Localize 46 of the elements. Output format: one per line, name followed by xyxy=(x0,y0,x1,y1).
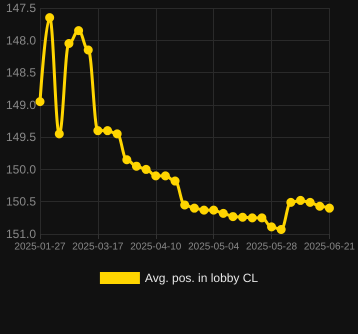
point xyxy=(84,45,93,54)
y-tick-label: 149.5 xyxy=(6,130,36,144)
point xyxy=(74,26,84,36)
point xyxy=(296,196,305,205)
point xyxy=(36,97,44,106)
x-tick-label: 2025-04-10 xyxy=(130,242,182,252)
y-tick-label: 151.0 xyxy=(6,227,36,241)
point xyxy=(112,129,122,138)
point xyxy=(45,13,54,22)
point xyxy=(64,39,74,48)
point xyxy=(170,176,180,186)
point xyxy=(160,171,170,180)
point xyxy=(276,224,286,234)
point xyxy=(267,222,276,232)
point xyxy=(132,162,141,171)
point xyxy=(142,164,151,174)
point xyxy=(200,206,209,215)
x-tick-label: 2025-01-27 xyxy=(14,242,66,252)
point xyxy=(190,204,199,213)
y-tick-label: 148.0 xyxy=(6,33,36,48)
legend-label: Avg. pos. in lobby CL xyxy=(144,271,258,285)
x-tick-label: 2025-05-04 xyxy=(188,242,240,252)
y-tick-label: 149.0 xyxy=(6,98,36,112)
point xyxy=(238,212,248,222)
y-tick-label: 147.5 xyxy=(6,1,36,15)
y-tick-label: 148.5 xyxy=(6,66,36,80)
point xyxy=(93,126,102,136)
point xyxy=(218,208,228,218)
point xyxy=(306,198,315,207)
point xyxy=(257,213,266,222)
x-tick-label: 2025-05-28 xyxy=(246,242,298,252)
point xyxy=(54,129,64,138)
point xyxy=(324,204,334,213)
point xyxy=(228,212,238,222)
point xyxy=(209,206,218,215)
point xyxy=(122,155,132,164)
y-tick-label: 150.0 xyxy=(6,162,36,176)
x-tick-label: 2025-06-21 xyxy=(304,242,356,252)
point xyxy=(286,198,296,207)
point xyxy=(315,202,324,211)
x-tick-label: 2025-03-17 xyxy=(72,242,124,252)
point xyxy=(180,200,190,210)
point xyxy=(248,213,257,222)
point xyxy=(151,171,160,180)
point xyxy=(103,126,112,136)
y-tick-label: 150.5 xyxy=(6,194,36,209)
